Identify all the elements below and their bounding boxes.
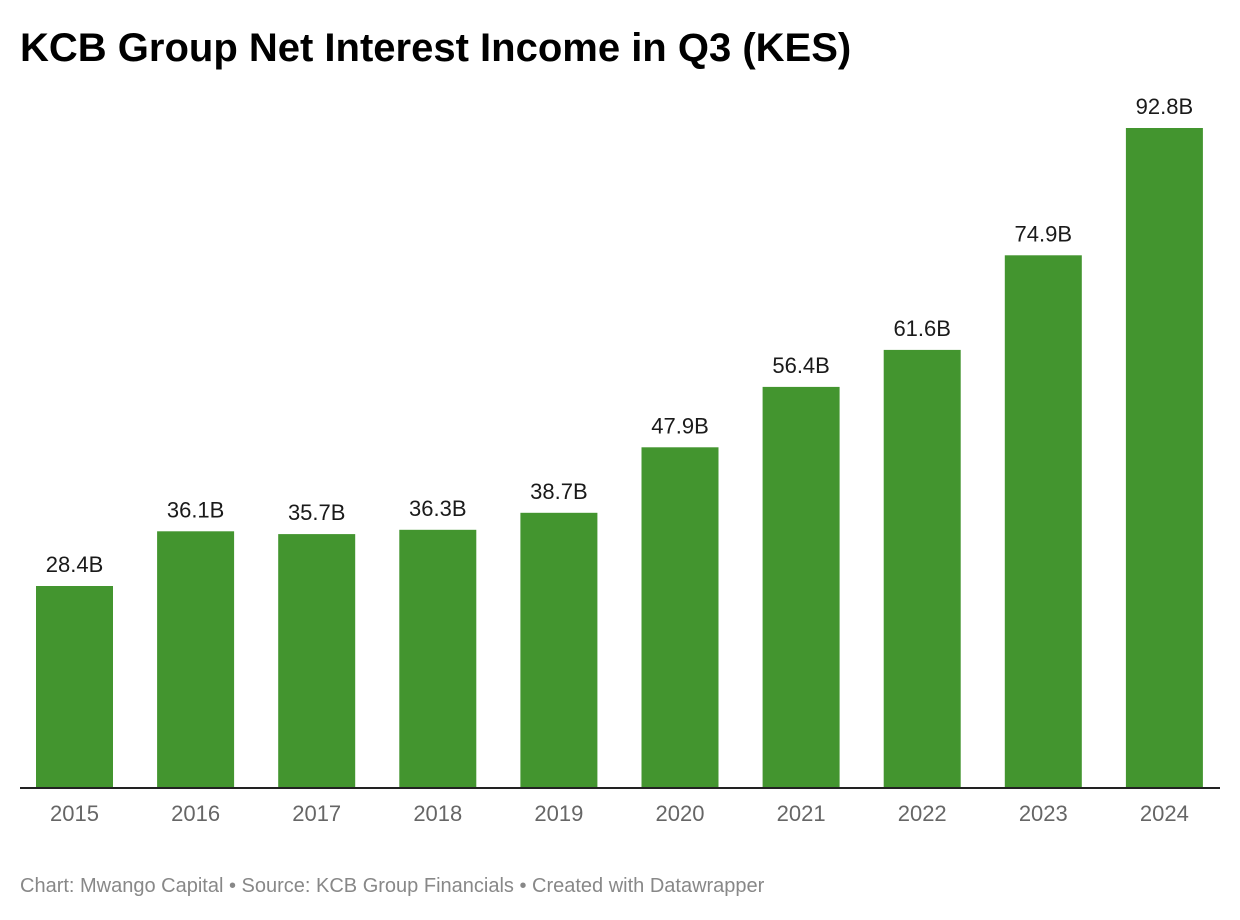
- value-label-2021: 56.4B: [772, 353, 830, 378]
- bar-2017: [278, 534, 356, 788]
- x-tick-label-2022: 2022: [898, 801, 947, 826]
- value-labels-layer: 28.4B 36.1B 35.7B 36.3B 38.7B 47.9B 56.4B 61.6B…: [46, 94, 1193, 577]
- bar-2016: [157, 531, 235, 788]
- x-tick-label-2017: 2017: [292, 801, 341, 826]
- value-label-2016: 36.1B: [167, 497, 225, 522]
- x-tick-label-2021: 2021: [777, 801, 826, 826]
- bar-2023: [1004, 255, 1082, 789]
- value-label-2019: 38.7B: [530, 479, 588, 504]
- x-tick-label-2015: 2015: [50, 801, 99, 826]
- value-label-2024: 92.8B: [1136, 94, 1194, 119]
- bar-2021: [762, 386, 840, 788]
- bar-chart: 28.4B 36.1B 35.7B 36.3B 38.7B 47.9B 56.4B 61.6B…: [20, 94, 1220, 826]
- bar-2018: [399, 529, 477, 788]
- bar-2024: [1125, 128, 1203, 788]
- bar-2020: [641, 447, 719, 788]
- bar-2019: [520, 512, 598, 788]
- value-label-2023: 74.9B: [1015, 221, 1073, 246]
- chart-footer: Chart: Mwango Capital • Source: KCB Grou…: [20, 875, 765, 897]
- x-tick-label-2016: 2016: [171, 801, 220, 826]
- x-tick-label-2018: 2018: [413, 801, 462, 826]
- x-tick-labels-layer: 2015 2016 2017 2018 2019 2020 2021 2022 2023 2024: [50, 801, 1189, 826]
- value-label-2015: 28.4B: [46, 552, 104, 577]
- chart-title: KCB Group Net Interest Income in Q3 (KES…: [20, 26, 852, 70]
- value-label-2018: 36.3B: [409, 496, 467, 521]
- value-label-2020: 47.9B: [651, 413, 709, 438]
- value-label-2017: 35.7B: [288, 500, 346, 525]
- bar-2015: [36, 586, 113, 788]
- x-tick-label-2023: 2023: [1019, 801, 1068, 826]
- x-tick-label-2019: 2019: [534, 801, 583, 826]
- bar-2022: [883, 349, 961, 788]
- bars-layer: [36, 128, 1203, 789]
- value-label-2022: 61.6B: [893, 316, 951, 341]
- x-tick-label-2024: 2024: [1140, 801, 1189, 826]
- x-tick-label-2020: 2020: [656, 801, 705, 826]
